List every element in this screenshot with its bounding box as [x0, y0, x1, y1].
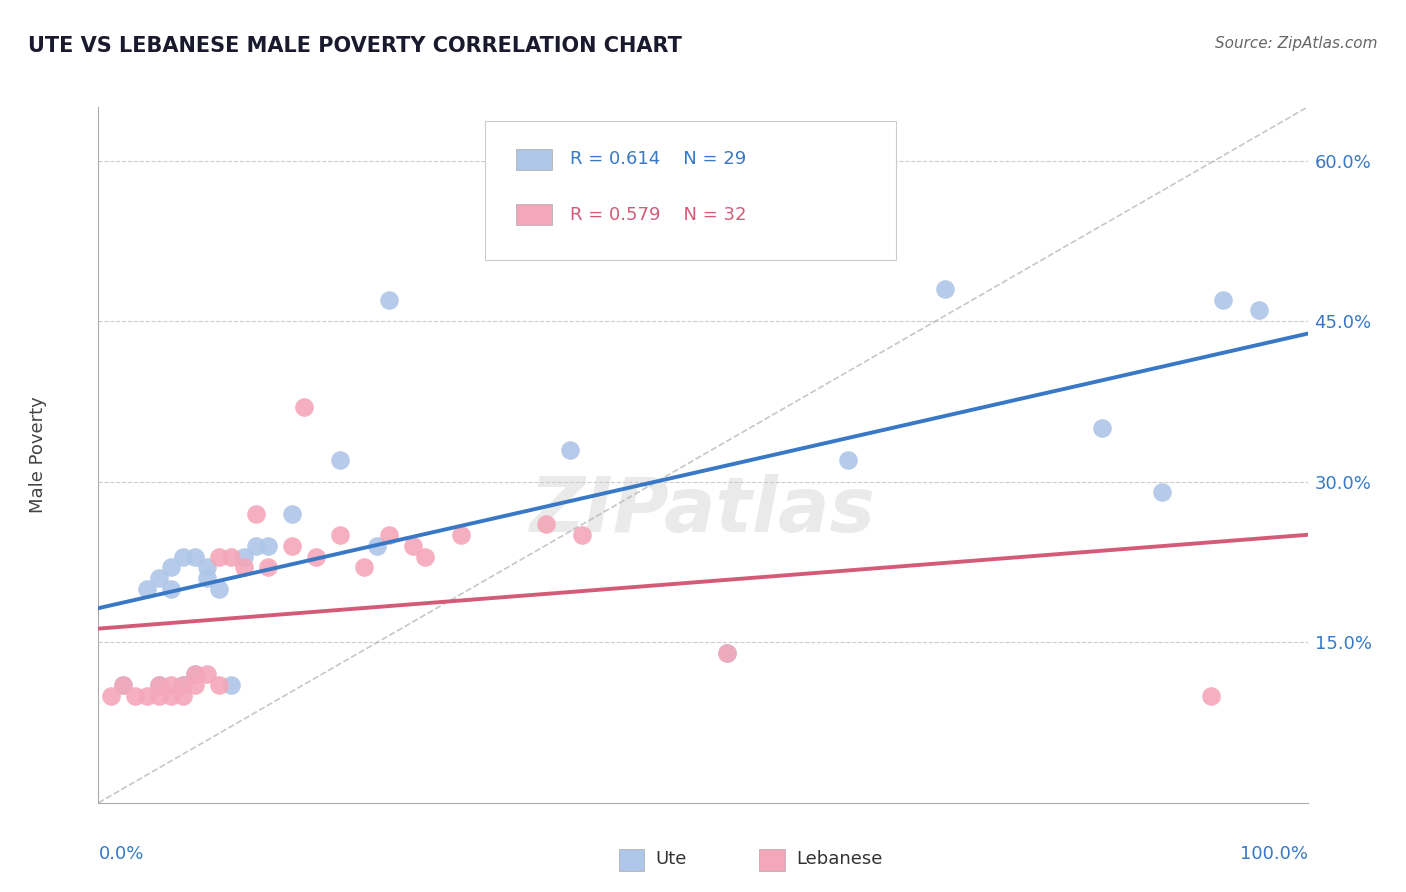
Point [1091, 421, 1114, 435]
Point [256, 539, 278, 553]
Point [184, 667, 207, 681]
Point [366, 539, 388, 553]
FancyBboxPatch shape [516, 149, 551, 169]
Text: Ute: Ute [655, 850, 686, 868]
Point [1212, 293, 1234, 307]
Point [245, 507, 267, 521]
Point [221, 678, 243, 692]
Point [172, 678, 194, 692]
Point [402, 539, 425, 553]
Point [837, 453, 859, 467]
FancyBboxPatch shape [485, 121, 897, 260]
Text: Male Poverty: Male Poverty [30, 397, 46, 513]
Point [160, 582, 183, 596]
Point [195, 560, 218, 574]
FancyBboxPatch shape [516, 204, 551, 226]
Point [135, 689, 157, 703]
Point [281, 507, 304, 521]
Point [195, 571, 218, 585]
Point [172, 678, 194, 692]
Point [172, 549, 194, 564]
Point [232, 560, 254, 574]
Point [377, 293, 399, 307]
Point [450, 528, 472, 542]
Point [148, 571, 170, 585]
Point [558, 442, 581, 457]
Text: R = 0.579    N = 32: R = 0.579 N = 32 [569, 206, 747, 224]
Point [329, 453, 352, 467]
Point [413, 549, 436, 564]
Point [100, 689, 122, 703]
Point [716, 646, 738, 660]
Point [208, 582, 231, 596]
Point [221, 549, 243, 564]
Point [281, 539, 304, 553]
Text: R = 0.614    N = 29: R = 0.614 N = 29 [569, 150, 747, 169]
Point [111, 678, 134, 692]
Point [184, 667, 207, 681]
Point [208, 549, 231, 564]
Point [124, 689, 146, 703]
Point [111, 678, 134, 692]
Point [184, 549, 207, 564]
Point [305, 549, 328, 564]
Point [135, 582, 157, 596]
Text: Lebanese: Lebanese [796, 850, 882, 868]
Point [1199, 689, 1222, 703]
Text: 100.0%: 100.0% [1240, 845, 1308, 863]
Point [160, 678, 183, 692]
Point [208, 678, 231, 692]
Point [716, 646, 738, 660]
Point [148, 678, 170, 692]
Point [292, 400, 315, 414]
Point [329, 528, 352, 542]
Point [245, 539, 267, 553]
Point [160, 560, 183, 574]
Text: ZIPatlas: ZIPatlas [530, 474, 876, 548]
Point [377, 528, 399, 542]
Point [184, 678, 207, 692]
Text: 0.0%: 0.0% [98, 845, 143, 863]
Text: UTE VS LEBANESE MALE POVERTY CORRELATION CHART: UTE VS LEBANESE MALE POVERTY CORRELATION… [28, 36, 682, 55]
Point [534, 517, 557, 532]
Point [571, 528, 593, 542]
Point [1249, 303, 1271, 318]
Point [256, 560, 278, 574]
Point [353, 560, 375, 574]
Point [1152, 485, 1174, 500]
Point [232, 549, 254, 564]
Text: Source: ZipAtlas.com: Source: ZipAtlas.com [1215, 36, 1378, 51]
Point [160, 689, 183, 703]
Point [934, 282, 956, 296]
Point [172, 689, 194, 703]
Point [148, 689, 170, 703]
Point [195, 667, 218, 681]
Point [148, 678, 170, 692]
